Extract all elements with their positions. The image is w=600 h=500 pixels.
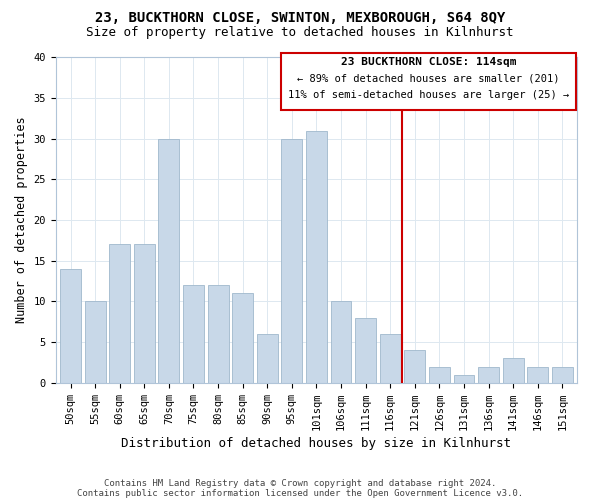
Text: 11% of semi-detached houses are larger (25) →: 11% of semi-detached houses are larger (… — [287, 90, 569, 100]
Bar — [552, 366, 573, 383]
Bar — [331, 302, 352, 383]
Bar — [454, 374, 475, 383]
Text: ← 89% of detached houses are smaller (201): ← 89% of detached houses are smaller (20… — [297, 74, 560, 84]
Bar — [306, 130, 327, 383]
Text: 23 BUCKTHORN CLOSE: 114sqm: 23 BUCKTHORN CLOSE: 114sqm — [341, 58, 516, 68]
Bar — [109, 244, 130, 383]
FancyBboxPatch shape — [281, 53, 576, 110]
Bar — [257, 334, 278, 383]
Text: 23, BUCKTHORN CLOSE, SWINTON, MEXBOROUGH, S64 8QY: 23, BUCKTHORN CLOSE, SWINTON, MEXBOROUGH… — [95, 11, 505, 25]
Bar — [355, 318, 376, 383]
Text: Contains public sector information licensed under the Open Government Licence v3: Contains public sector information licen… — [77, 488, 523, 498]
Bar — [134, 244, 155, 383]
Bar — [503, 358, 524, 383]
Bar — [527, 366, 548, 383]
Text: Contains HM Land Registry data © Crown copyright and database right 2024.: Contains HM Land Registry data © Crown c… — [104, 478, 496, 488]
Bar — [158, 138, 179, 383]
Bar — [60, 269, 81, 383]
Bar — [208, 285, 229, 383]
Bar — [404, 350, 425, 383]
Bar — [85, 302, 106, 383]
Bar — [281, 138, 302, 383]
Bar — [183, 285, 204, 383]
Y-axis label: Number of detached properties: Number of detached properties — [15, 117, 28, 324]
Bar — [478, 366, 499, 383]
Bar — [232, 294, 253, 383]
X-axis label: Distribution of detached houses by size in Kilnhurst: Distribution of detached houses by size … — [121, 437, 511, 450]
Text: Size of property relative to detached houses in Kilnhurst: Size of property relative to detached ho… — [86, 26, 514, 39]
Bar — [429, 366, 450, 383]
Bar — [380, 334, 401, 383]
